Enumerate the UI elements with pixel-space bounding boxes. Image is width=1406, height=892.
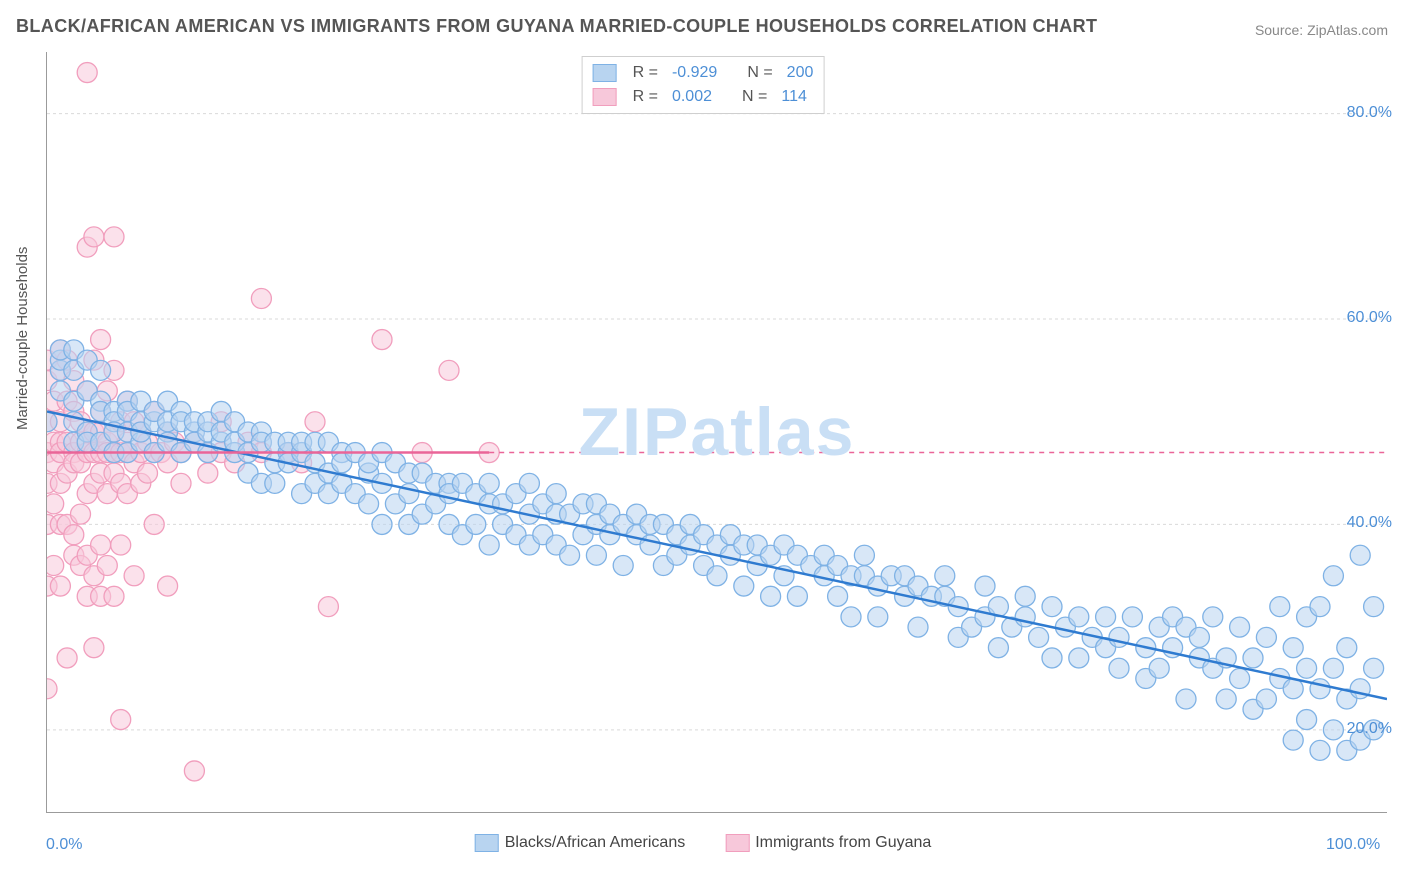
- n-label: N =: [742, 85, 767, 109]
- swatch-icon: [593, 64, 617, 82]
- swatch-icon: [725, 834, 749, 852]
- legend-stats-row-2: R = 0.002 N = 114: [593, 85, 814, 109]
- chart-svg: [47, 52, 1387, 812]
- y-tick-label: 80.0%: [1347, 104, 1392, 122]
- plot-area: ZIPatlas: [46, 52, 1387, 813]
- n-label: N =: [747, 61, 772, 85]
- y-tick-label: 60.0%: [1347, 309, 1392, 327]
- swatch-icon: [475, 834, 499, 852]
- legend-item-1: Blacks/African Americans: [475, 834, 686, 852]
- x-tick-label: 0.0%: [46, 836, 82, 854]
- legend-item-2: Immigrants from Guyana: [725, 834, 931, 852]
- swatch-icon: [593, 88, 617, 106]
- chart-title: BLACK/AFRICAN AMERICAN VS IMMIGRANTS FRO…: [16, 16, 1097, 37]
- n-value: 114: [781, 85, 807, 109]
- x-tick-label: 100.0%: [1326, 836, 1380, 854]
- n-value: 200: [787, 61, 814, 85]
- chart-container: BLACK/AFRICAN AMERICAN VS IMMIGRANTS FRO…: [0, 0, 1406, 892]
- r-label: R =: [633, 61, 658, 85]
- source-value: ZipAtlas.com: [1307, 22, 1388, 38]
- y-axis-label: Married-couple Households: [14, 247, 31, 430]
- r-label: R =: [633, 85, 658, 109]
- y-tick-label: 40.0%: [1347, 514, 1392, 532]
- y-tick-label: 20.0%: [1347, 720, 1392, 738]
- source-attribution: Source: ZipAtlas.com: [1255, 22, 1388, 38]
- source-label: Source:: [1255, 22, 1303, 38]
- legend-stats-box: R = -0.929 N = 200 R = 0.002 N = 114: [582, 56, 825, 114]
- legend-series: Blacks/African Americans Immigrants from…: [475, 834, 932, 852]
- legend-label: Immigrants from Guyana: [755, 834, 931, 852]
- legend-label: Blacks/African Americans: [505, 834, 686, 852]
- legend-stats-row-1: R = -0.929 N = 200: [593, 61, 814, 85]
- r-value: 0.002: [672, 85, 712, 109]
- r-value: -0.929: [672, 61, 717, 85]
